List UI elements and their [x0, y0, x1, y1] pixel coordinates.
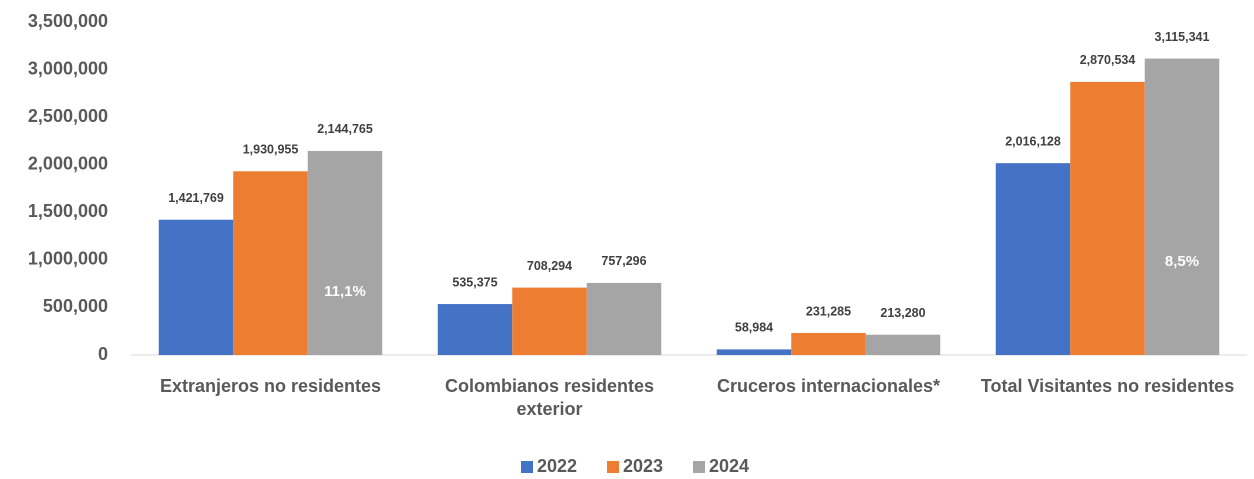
x-tick-label: Extranjeros no residentes: [159, 376, 382, 396]
bar: [233, 171, 308, 355]
legend-swatch: [521, 461, 533, 473]
bar: [865, 334, 941, 355]
y-tick-label: 2,000,000: [28, 153, 108, 173]
y-tick-label: 2,500,000: [28, 106, 108, 126]
value-label: 58,984: [735, 321, 773, 335]
bar: [995, 163, 1071, 355]
legend-label: 2022: [537, 456, 577, 476]
y-tick-label: 1,500,000: [28, 201, 108, 221]
value-label: 3,115,341: [1155, 30, 1210, 44]
bar: [791, 332, 866, 355]
value-label: 1,421,769: [168, 191, 224, 205]
value-label: 213,280: [880, 306, 925, 320]
bar: [158, 219, 234, 355]
annotation: 11,1%: [324, 283, 366, 300]
bar: [716, 349, 792, 355]
legend-swatch: [693, 461, 705, 473]
y-tick-label: 3,000,000: [28, 58, 108, 78]
y-tick-label: 0: [98, 344, 108, 364]
value-label: 2,144,765: [317, 122, 373, 136]
bar: [512, 287, 587, 355]
value-label: 708,294: [527, 259, 572, 273]
x-tick-label: Cruceros internacionales*: [716, 376, 941, 396]
value-label: 2,870,534: [1080, 53, 1136, 67]
x-tick-label: Total Visitantes no residentes: [980, 376, 1235, 396]
y-tick-label: 3,500,000: [28, 11, 108, 31]
value-label: 1,930,955: [243, 143, 299, 157]
bar: [586, 282, 662, 355]
value-label: 757,296: [601, 254, 646, 268]
value-label: 231,285: [806, 304, 851, 318]
legend-swatch: [607, 461, 619, 473]
legend-label: 2023: [623, 456, 663, 476]
y-tick-label: 1,000,000: [28, 249, 108, 269]
value-label: 2,016,128: [1005, 134, 1061, 148]
bar: [307, 150, 383, 355]
annotation: 8,5%: [1165, 253, 1199, 270]
bar: [1070, 81, 1145, 355]
legend-label: 2024: [709, 456, 749, 476]
x-tick-label: Colombianos residentes exterior: [444, 376, 655, 419]
bar: [437, 304, 513, 355]
value-label: 535,375: [452, 275, 497, 289]
y-tick-label: 500,000: [43, 296, 108, 316]
bar: [1144, 58, 1220, 355]
